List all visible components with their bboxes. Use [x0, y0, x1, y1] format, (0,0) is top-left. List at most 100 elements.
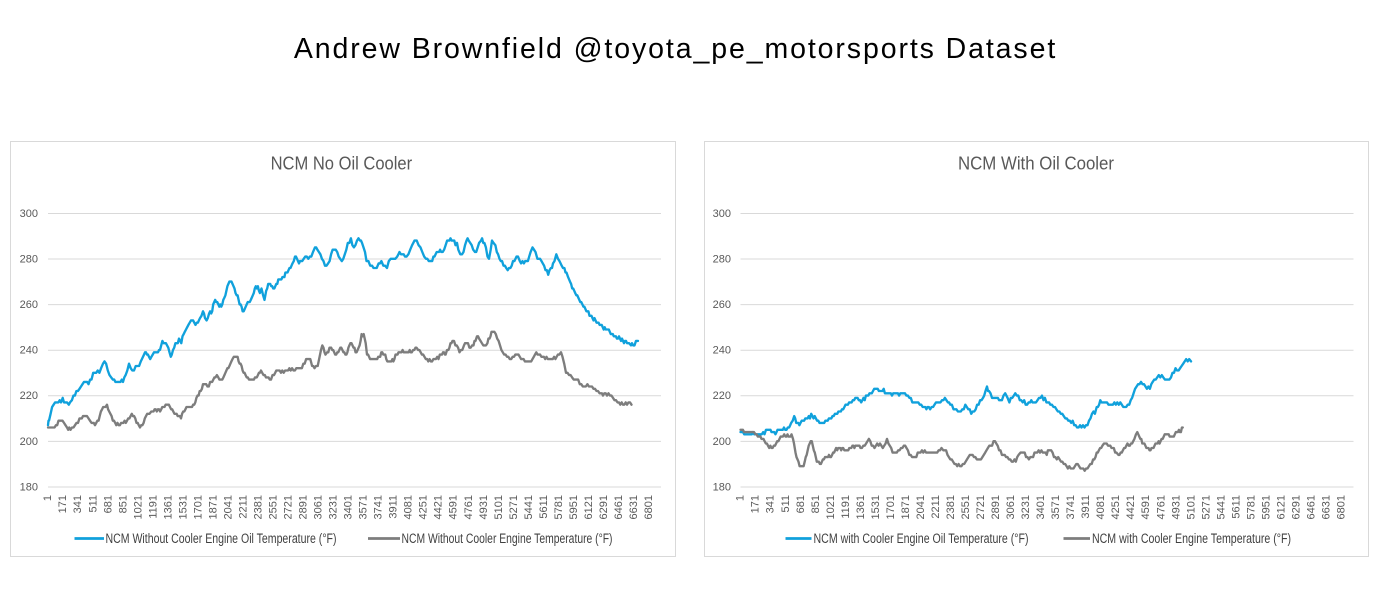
svg-text:NCM With Oil Cooler: NCM With Oil Cooler	[958, 153, 1114, 174]
svg-text:280: 280	[712, 253, 730, 265]
svg-text:1191: 1191	[147, 495, 159, 519]
svg-text:5611: 5611	[1230, 495, 1242, 519]
svg-text:6631: 6631	[1320, 495, 1332, 519]
svg-text:511: 511	[779, 495, 791, 513]
svg-text:4081: 4081	[1095, 495, 1107, 519]
svg-text:NCM Without Cooler Engine Temp: NCM Without Cooler Engine Temperature (°…	[402, 531, 613, 546]
svg-text:4591: 4591	[448, 495, 460, 519]
svg-text:2891: 2891	[990, 495, 1002, 519]
svg-text:1701: 1701	[192, 495, 204, 519]
svg-text:6291: 6291	[598, 495, 610, 519]
svg-text:2041: 2041	[914, 495, 926, 519]
svg-text:3571: 3571	[1050, 495, 1062, 519]
svg-text:220: 220	[20, 390, 38, 402]
svg-text:NCM with Cooler Engine Tempera: NCM with Cooler Engine Temperature (°F)	[1092, 531, 1291, 546]
svg-text:300: 300	[20, 208, 38, 220]
svg-text:3741: 3741	[1065, 495, 1077, 519]
svg-text:2551: 2551	[268, 495, 280, 519]
svg-text:3571: 3571	[358, 495, 370, 519]
svg-text:1531: 1531	[177, 495, 189, 519]
svg-text:5951: 5951	[568, 495, 580, 519]
svg-text:3911: 3911	[388, 495, 400, 519]
svg-text:4421: 4421	[1125, 495, 1137, 519]
svg-text:4931: 4931	[1170, 495, 1182, 519]
svg-text:4761: 4761	[1155, 495, 1167, 519]
svg-text:3231: 3231	[1020, 495, 1032, 519]
svg-text:6801: 6801	[643, 495, 655, 519]
svg-text:4251: 4251	[1110, 495, 1122, 519]
svg-text:5101: 5101	[493, 495, 505, 519]
svg-text:5781: 5781	[1245, 495, 1257, 519]
svg-text:6121: 6121	[1275, 495, 1287, 519]
svg-text:1701: 1701	[884, 495, 896, 519]
svg-text:3061: 3061	[313, 495, 325, 519]
svg-text:1361: 1361	[854, 495, 866, 519]
svg-text:3401: 3401	[343, 495, 355, 519]
svg-text:1: 1	[734, 495, 746, 501]
svg-text:4421: 4421	[433, 495, 445, 519]
svg-text:2041: 2041	[222, 495, 234, 519]
svg-text:1: 1	[42, 495, 54, 501]
svg-text:NCM Without Cooler Engine Oil: NCM Without Cooler Engine Oil Temperatur…	[106, 531, 337, 546]
svg-text:300: 300	[712, 208, 730, 220]
svg-text:3401: 3401	[1035, 495, 1047, 519]
svg-text:341: 341	[764, 495, 776, 513]
svg-text:1021: 1021	[132, 495, 144, 519]
svg-text:3911: 3911	[1080, 495, 1092, 519]
svg-text:4251: 4251	[418, 495, 430, 519]
svg-text:5951: 5951	[1260, 495, 1272, 519]
svg-text:6121: 6121	[583, 495, 595, 519]
svg-text:1531: 1531	[869, 495, 881, 519]
svg-text:3231: 3231	[328, 495, 340, 519]
svg-text:171: 171	[57, 495, 69, 513]
svg-text:2381: 2381	[944, 495, 956, 519]
svg-text:4931: 4931	[478, 495, 490, 519]
svg-text:2211: 2211	[237, 495, 249, 519]
svg-text:5441: 5441	[523, 495, 535, 519]
svg-text:851: 851	[809, 495, 821, 513]
svg-text:6631: 6631	[628, 495, 640, 519]
svg-text:1871: 1871	[207, 495, 219, 519]
svg-text:2721: 2721	[283, 495, 295, 519]
svg-text:NCM with Cooler Engine Oil Tem: NCM with Cooler Engine Oil Temperature (…	[813, 531, 1028, 546]
svg-text:5441: 5441	[1215, 495, 1227, 519]
svg-text:NCM No Oil Cooler: NCM No Oil Cooler	[271, 153, 413, 174]
svg-text:5101: 5101	[1185, 495, 1197, 519]
svg-text:6461: 6461	[1305, 495, 1317, 519]
svg-text:220: 220	[712, 390, 730, 402]
svg-text:681: 681	[102, 495, 114, 513]
svg-text:5611: 5611	[538, 495, 550, 519]
svg-text:200: 200	[712, 436, 730, 448]
svg-text:1361: 1361	[162, 495, 174, 519]
svg-text:240: 240	[712, 345, 730, 357]
svg-text:341: 341	[72, 495, 84, 513]
svg-text:2551: 2551	[960, 495, 972, 519]
svg-text:2211: 2211	[929, 495, 941, 519]
svg-text:3061: 3061	[1005, 495, 1017, 519]
svg-text:6291: 6291	[1290, 495, 1302, 519]
svg-text:4081: 4081	[403, 495, 415, 519]
svg-text:4761: 4761	[463, 495, 475, 519]
svg-text:4591: 4591	[1140, 495, 1152, 519]
svg-text:200: 200	[20, 436, 38, 448]
svg-text:3741: 3741	[373, 495, 385, 519]
svg-text:5781: 5781	[553, 495, 565, 519]
svg-text:171: 171	[749, 495, 761, 513]
svg-text:511: 511	[87, 495, 99, 513]
svg-text:2721: 2721	[975, 495, 987, 519]
svg-text:260: 260	[712, 299, 730, 311]
svg-text:180: 180	[712, 481, 730, 493]
svg-text:5271: 5271	[508, 495, 520, 519]
svg-text:1871: 1871	[899, 495, 911, 519]
svg-text:2891: 2891	[298, 495, 310, 519]
svg-text:180: 180	[20, 481, 38, 493]
svg-text:6801: 6801	[1335, 495, 1347, 519]
svg-text:851: 851	[117, 495, 129, 513]
svg-text:280: 280	[20, 253, 38, 265]
svg-text:2381: 2381	[252, 495, 264, 519]
svg-text:6461: 6461	[613, 495, 625, 519]
svg-text:5271: 5271	[1200, 495, 1212, 519]
svg-text:260: 260	[20, 299, 38, 311]
svg-text:1191: 1191	[839, 495, 851, 519]
svg-text:1021: 1021	[824, 495, 836, 519]
